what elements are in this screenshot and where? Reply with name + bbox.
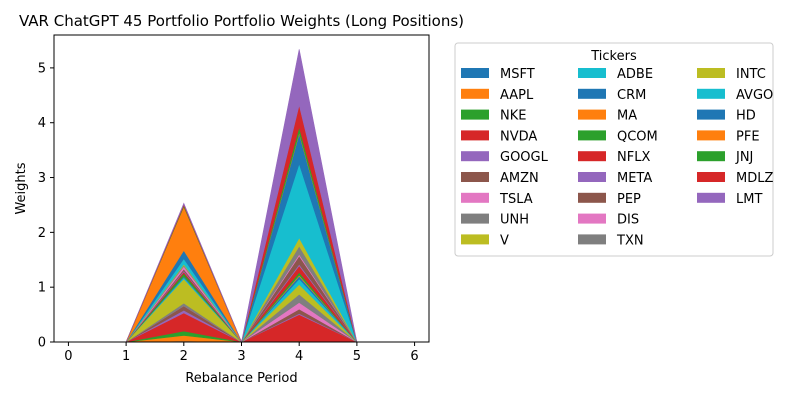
legend-swatch-msft <box>461 68 489 78</box>
area-avgo <box>68 162 415 343</box>
area-lmt <box>68 49 415 344</box>
x-tick-label: 2 <box>180 349 188 364</box>
legend: Tickers MSFT AAPL NKE NVDA GOOGL AMZN TSLA UNH V… <box>454 42 774 257</box>
area-nke <box>68 330 415 343</box>
legend-swatch-nvda <box>461 130 489 141</box>
area-nflx <box>68 265 415 343</box>
legend-label-hd: HD <box>736 109 756 124</box>
legend-label-nke: NKE <box>500 109 526 124</box>
legend-swatch-pep <box>578 192 606 203</box>
legend-swatch-dis <box>578 213 606 224</box>
legend-label-aapl: AAPL <box>500 88 534 103</box>
area-crm <box>68 275 415 343</box>
legend-swatch-adbe <box>578 68 606 78</box>
legend-swatch-amzn <box>461 172 489 182</box>
area-pep <box>68 255 415 343</box>
legend-title: Tickers <box>590 49 637 64</box>
legend-swatch-avgo <box>697 88 725 99</box>
area-dis <box>68 253 415 343</box>
x-tick-label: 0 <box>64 349 72 364</box>
area-meta <box>68 263 415 343</box>
legend-label-adbe: ADBE <box>617 67 653 82</box>
legend-label-jnj: JNJ <box>735 150 753 165</box>
y-tick-label: 3 <box>38 171 46 186</box>
legend-label-crm: CRM <box>617 88 646 103</box>
legend-swatch-crm <box>578 88 606 99</box>
legend-swatch-lmt <box>697 192 725 203</box>
area-pfe <box>68 131 415 343</box>
x-tick-label: 4 <box>295 349 303 364</box>
legend-label-lmt: LMT <box>736 192 762 207</box>
legend-swatch-ma <box>578 109 606 120</box>
area-googl <box>68 309 415 343</box>
area-tsla <box>68 302 415 343</box>
legend-label-googl: GOOGL <box>500 150 549 165</box>
legend-label-amzn: AMZN <box>500 171 539 186</box>
area-hd <box>68 132 415 343</box>
legend-swatch-nke <box>461 109 489 120</box>
legend-frame <box>454 42 774 257</box>
legend-swatch-tsla <box>461 192 489 203</box>
legend-label-v: V <box>500 233 509 248</box>
area-mdlz <box>68 105 415 343</box>
stacked-areas <box>68 49 415 344</box>
x-tick-label: 5 <box>353 349 361 364</box>
y-tick-label: 2 <box>38 226 46 241</box>
y-tick-label: 1 <box>38 281 46 296</box>
legend-swatch-qcom <box>578 130 606 141</box>
y-tick-label: 0 <box>38 336 46 351</box>
legend-swatch-hd <box>697 109 725 120</box>
legend-label-mdlz: MDLZ <box>736 171 773 186</box>
legend-label-dis: DIS <box>617 213 639 228</box>
y-tick-label: 5 <box>38 61 46 76</box>
area-jnj <box>68 125 415 343</box>
area-qcom <box>68 271 415 343</box>
area-v <box>68 278 415 343</box>
x-tick-label: 3 <box>237 349 245 364</box>
legend-label-meta: META <box>617 171 652 186</box>
y-axis: 0 1 2 3 4 5 <box>38 61 54 351</box>
legend-swatch-aapl <box>461 88 489 99</box>
legend-label-pfe: PFE <box>736 129 760 144</box>
legend-swatch-meta <box>578 172 606 182</box>
legend-label-nflx: NFLX <box>617 150 650 165</box>
legend-label-msft: MSFT <box>500 67 535 82</box>
legend-label-tsla: TSLA <box>499 192 533 207</box>
legend-label-pep: PEP <box>617 192 641 207</box>
area-ma <box>68 274 415 343</box>
area-amzn <box>68 305 415 343</box>
area-txn <box>68 245 415 343</box>
area-unh <box>68 293 415 343</box>
legend-label-nvda: NVDA <box>500 129 537 144</box>
legend-label-txn: TXN <box>616 233 644 248</box>
plot-frame <box>53 34 430 343</box>
legend-label-qcom: QCOM <box>617 129 658 144</box>
x-tick-label: 1 <box>122 349 130 364</box>
legend-label-intc: INTC <box>736 67 766 82</box>
legend-swatch-unh <box>461 213 489 224</box>
legend-swatch-jnj <box>697 151 725 162</box>
legend-swatch-intc <box>697 68 725 78</box>
legend-swatch-pfe <box>697 130 725 141</box>
y-tick-label: 4 <box>38 116 46 131</box>
x-tick-label: 6 <box>410 349 418 364</box>
legend-label-ma: MA <box>617 109 637 124</box>
legend-swatch-v <box>461 234 489 245</box>
y-axis-label: Weights <box>14 162 29 214</box>
legend-label-unh: UNH <box>500 213 529 228</box>
legend-swatch-googl <box>461 151 489 162</box>
legend-label-avgo: AVGO <box>736 88 773 103</box>
legend-swatch-mdlz <box>697 172 725 182</box>
area-intc <box>68 237 415 343</box>
chart-title: VAR ChatGPT 45 Portfolio Portfolio Weigh… <box>19 12 464 30</box>
area-adbe <box>68 276 415 343</box>
x-axis: 0 1 2 3 4 5 6 <box>64 342 419 364</box>
legend-swatch-nflx <box>578 151 606 162</box>
area-nvda <box>68 312 415 343</box>
x-axis-label: Rebalance Period <box>185 371 297 386</box>
legend-swatch-txn <box>578 234 606 245</box>
